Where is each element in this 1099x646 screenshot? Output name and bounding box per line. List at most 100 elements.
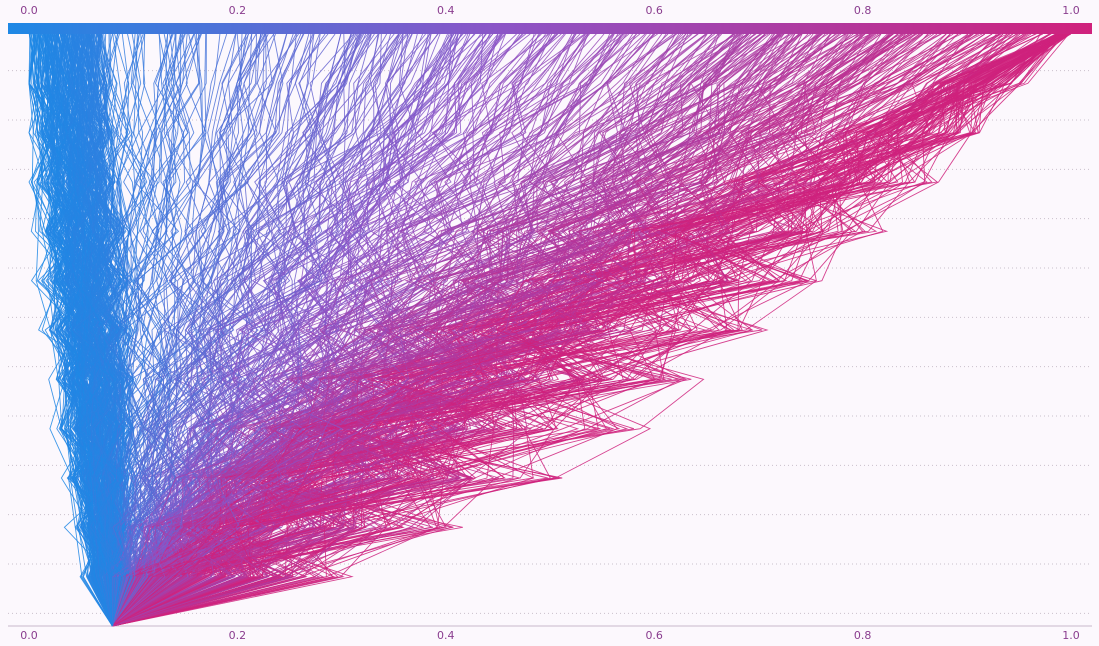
decision-path bbox=[112, 33, 494, 627]
top-tick-label: 0.8 bbox=[854, 4, 872, 17]
decision-path bbox=[112, 33, 890, 627]
decision-path bbox=[93, 33, 149, 627]
decision-path bbox=[112, 33, 1062, 627]
decision-path bbox=[112, 33, 626, 627]
decision-path bbox=[112, 33, 1058, 627]
decision-path bbox=[111, 33, 802, 627]
decision-path bbox=[112, 33, 562, 627]
decision-path bbox=[65, 33, 118, 627]
decision-path bbox=[111, 33, 312, 627]
decision-path bbox=[112, 33, 1059, 627]
top-tick-label: 1.0 bbox=[1062, 4, 1080, 17]
decision-path bbox=[110, 33, 315, 627]
decision-path bbox=[111, 33, 247, 627]
decision-path bbox=[68, 33, 117, 627]
decision-path bbox=[111, 33, 803, 627]
decision-path bbox=[112, 33, 923, 627]
decision-path bbox=[112, 33, 916, 627]
decision-path bbox=[111, 33, 262, 627]
decision-path bbox=[112, 33, 821, 627]
top-tick-label: 0.4 bbox=[437, 4, 455, 17]
decision-path bbox=[112, 33, 1066, 627]
decision-path bbox=[112, 33, 785, 627]
decision-path bbox=[60, 33, 114, 627]
decision-path bbox=[112, 33, 755, 627]
decision-path bbox=[111, 33, 1057, 627]
decision-path bbox=[112, 33, 573, 627]
decision-path bbox=[44, 33, 113, 627]
decision-path bbox=[82, 33, 123, 627]
decision-path bbox=[112, 33, 747, 627]
decision-path bbox=[112, 33, 1065, 627]
decision-path bbox=[112, 33, 486, 627]
colorbar bbox=[8, 23, 1092, 34]
decision-path bbox=[111, 33, 766, 627]
decision-path bbox=[112, 33, 404, 627]
decision-path bbox=[112, 33, 942, 627]
decision-path bbox=[112, 33, 1065, 627]
decision-path bbox=[112, 33, 1051, 627]
decision-path bbox=[112, 33, 698, 627]
decision-path bbox=[111, 33, 484, 627]
decision-path bbox=[112, 33, 1071, 627]
decision-path bbox=[112, 33, 800, 627]
decision-path bbox=[58, 33, 120, 627]
top-tick-label: 0.0 bbox=[20, 4, 38, 17]
decision-path bbox=[112, 33, 985, 627]
decision-path bbox=[112, 33, 793, 627]
decision-path bbox=[112, 33, 790, 627]
decision-path bbox=[112, 33, 1068, 627]
decision-path bbox=[111, 33, 426, 627]
decision-path bbox=[112, 33, 469, 627]
decision-path bbox=[38, 33, 113, 627]
top-tick-label: 0.6 bbox=[645, 4, 663, 17]
decision-path bbox=[112, 33, 475, 627]
decision-path bbox=[112, 33, 565, 627]
decision-path bbox=[81, 33, 129, 627]
decision-path bbox=[101, 33, 140, 627]
decision-path bbox=[112, 33, 391, 627]
decision-path bbox=[47, 33, 127, 627]
decision-path bbox=[112, 33, 1065, 627]
top-axis: 0.0 0.2 0.4 0.6 0.8 1.0 bbox=[20, 4, 1080, 17]
decision-path bbox=[51, 33, 122, 627]
decision-path bbox=[111, 33, 1058, 627]
decision-path bbox=[112, 33, 973, 627]
decision-path bbox=[111, 33, 459, 627]
decision-path bbox=[112, 33, 708, 627]
decision-path bbox=[111, 33, 794, 627]
decision-path bbox=[112, 33, 365, 627]
path-lines bbox=[28, 33, 1072, 627]
decision-path bbox=[112, 33, 1066, 627]
decision-path bbox=[110, 33, 539, 627]
decision-path bbox=[111, 33, 370, 627]
decision-path bbox=[112, 33, 1061, 627]
bottom-tick-label: 0.4 bbox=[437, 629, 455, 642]
bottom-tick-label: 0.2 bbox=[229, 629, 247, 642]
decision-path bbox=[60, 33, 118, 627]
decision-path bbox=[111, 33, 588, 627]
decision-path bbox=[112, 33, 1062, 627]
decision-path bbox=[111, 33, 357, 627]
decision-path bbox=[111, 33, 266, 627]
decision-path bbox=[50, 33, 118, 627]
decision-path bbox=[112, 33, 687, 627]
decision-path bbox=[112, 33, 823, 627]
decision-path bbox=[111, 33, 265, 627]
decision-path bbox=[112, 33, 879, 627]
decision-path bbox=[112, 33, 651, 627]
decision-path bbox=[101, 33, 185, 627]
decision-path bbox=[71, 33, 134, 627]
decision-path bbox=[112, 33, 1057, 627]
decision-path bbox=[111, 33, 310, 627]
decision-path bbox=[111, 33, 236, 627]
decision-path bbox=[94, 33, 135, 627]
decision-path bbox=[62, 33, 125, 627]
decision-path bbox=[112, 33, 367, 627]
decision-path bbox=[112, 33, 624, 627]
decision-path bbox=[112, 33, 800, 627]
decision-path bbox=[92, 33, 149, 627]
decision-path bbox=[55, 33, 125, 627]
decision-path bbox=[112, 33, 741, 627]
decision-path bbox=[111, 33, 486, 627]
